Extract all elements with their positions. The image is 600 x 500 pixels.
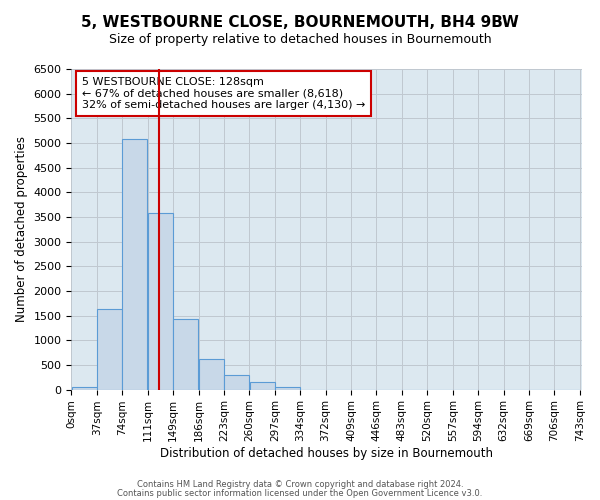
Bar [250,382,275,390]
Text: Contains public sector information licensed under the Open Government Licence v3: Contains public sector information licen… [118,488,482,498]
Bar [148,213,173,390]
Text: 5, WESTBOURNE CLOSE, BOURNEMOUTH, BH4 9BW: 5, WESTBOURNE CLOSE, BOURNEMOUTH, BH4 9B… [81,15,519,30]
Bar [122,139,148,390]
Y-axis label: Number of detached properties: Number of detached properties [15,136,28,322]
Bar [71,386,97,390]
Text: 5 WESTBOURNE CLOSE: 128sqm
← 67% of detached houses are smaller (8,618)
32% of s: 5 WESTBOURNE CLOSE: 128sqm ← 67% of deta… [82,77,365,110]
Bar [173,319,199,390]
Bar [224,375,249,390]
Bar [97,309,122,390]
Bar [275,386,300,390]
Bar [199,359,224,390]
Text: Contains HM Land Registry data © Crown copyright and database right 2024.: Contains HM Land Registry data © Crown c… [137,480,463,489]
Text: Size of property relative to detached houses in Bournemouth: Size of property relative to detached ho… [109,32,491,46]
X-axis label: Distribution of detached houses by size in Bournemouth: Distribution of detached houses by size … [160,447,493,460]
